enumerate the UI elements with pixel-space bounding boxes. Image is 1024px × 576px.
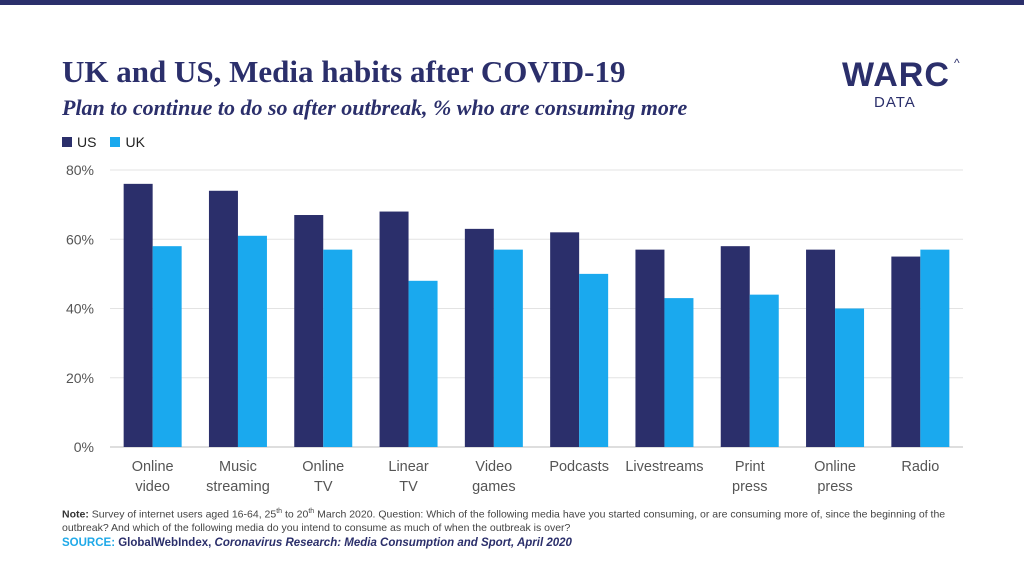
source-label: SOURCE: [62, 537, 116, 549]
source-title: Coronavirus Research: Media Consumption … [214, 537, 572, 549]
logo-word: WARC [842, 56, 950, 94]
y-tick-label: 80% [66, 162, 94, 178]
bar-us [720, 246, 750, 447]
x-category-label: press [732, 479, 767, 495]
source-name: GlobalWebIndex, [118, 537, 212, 549]
legend-item-us: US [62, 134, 96, 150]
legend-label-us: US [77, 134, 97, 150]
y-tick-label: 60% [66, 231, 94, 247]
bar-us [635, 249, 665, 447]
x-category-label: video [135, 479, 170, 495]
x-category-label: Video [475, 459, 512, 475]
logo-sub: DATA [874, 94, 916, 111]
note-text-3: March 2020. Question: Which of the follo… [62, 508, 946, 534]
bar-us [464, 228, 494, 447]
bar-us [123, 183, 153, 447]
y-tick-label: 40% [66, 301, 94, 317]
bar-uk [237, 235, 267, 447]
chart-legend: US UK [62, 134, 159, 150]
x-category-label: Linear [388, 459, 428, 475]
warc-data-logo: WARC ^ DATA [842, 56, 972, 114]
note-text-1: Survey of internet users aged 16-64, 25 [91, 508, 277, 521]
x-category-label: Online [132, 459, 174, 475]
x-category-label: TV [314, 479, 333, 495]
chart-title: UK and US, Media habits after COVID-19 [62, 54, 626, 89]
bar-us [379, 211, 409, 447]
chart-subtitle: Plan to continue to do so after outbreak… [62, 95, 688, 120]
legend-item-uk: UK [110, 134, 145, 150]
bar-us [294, 215, 324, 447]
bar-us [208, 190, 238, 447]
legend-swatch-us [62, 137, 72, 147]
legend-swatch-uk [110, 137, 121, 147]
note-label: Note: [62, 508, 89, 521]
bar-uk [749, 294, 779, 447]
bar-uk [664, 298, 694, 447]
x-category-label: Radio [901, 459, 939, 475]
x-category-label: TV [399, 479, 418, 495]
note-text-2: to 20 [282, 508, 309, 521]
note-sup-2: th [308, 508, 315, 515]
bar-us [550, 232, 580, 447]
bar-uk [152, 246, 182, 447]
x-category-label: Online [302, 459, 344, 475]
x-category-label: Music [219, 459, 257, 475]
legend-label-uk: UK [125, 134, 145, 150]
x-category-label: press [817, 479, 852, 495]
bar-uk [920, 249, 950, 447]
logo-caret-icon: ^ [954, 56, 960, 70]
bar-uk [579, 273, 609, 447]
x-category-label: games [472, 479, 516, 495]
x-category-label: Livestreams [625, 459, 703, 475]
y-tick-label: 20% [66, 370, 94, 386]
bar-uk [323, 249, 353, 447]
x-category-label: Podcasts [549, 459, 609, 475]
bar-chart: 0% 20% 40% 60% 80% Online video Music streaming O… [66, 162, 963, 495]
x-category-label: Online [814, 459, 856, 475]
x-category-label: streaming [206, 479, 270, 495]
bar-uk [408, 280, 438, 447]
footnote: Note: Survey of internet users aged 16-6… [62, 505, 962, 535]
bar-uk [493, 249, 523, 447]
x-category-label: Print [735, 459, 765, 475]
note-sup-1: th [276, 508, 283, 515]
bar-us [891, 256, 921, 447]
y-tick-label: 0% [74, 439, 94, 455]
source-line: SOURCE: GlobalWebIndex, Coronavirus Rese… [62, 537, 572, 549]
bar-uk [835, 308, 865, 447]
top-accent-bar [0, 0, 1024, 5]
bar-us [806, 249, 836, 447]
